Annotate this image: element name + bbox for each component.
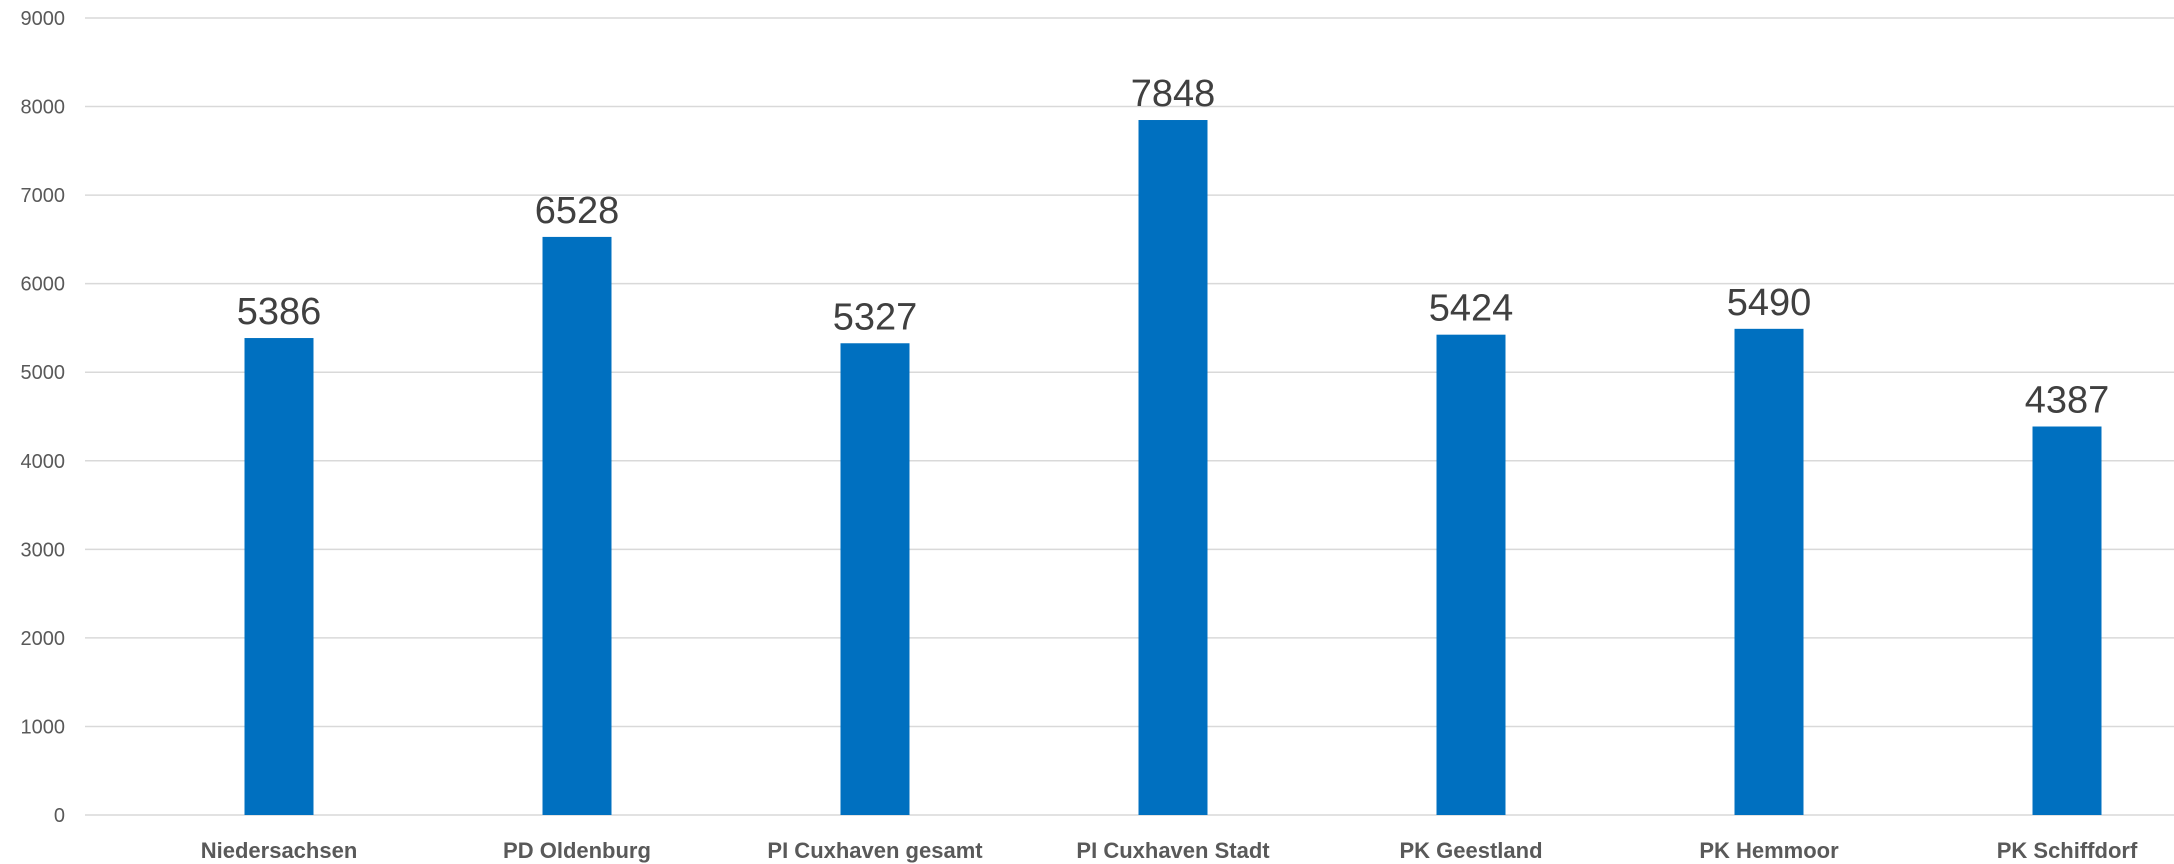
y-tick-label: 3000 <box>21 539 66 561</box>
x-tick-label: PI Cuxhaven Stadt <box>1076 838 1270 863</box>
y-tick-label: 2000 <box>21 628 66 650</box>
y-axis-tick-labels: 0 1000 2000 3000 4000 5000 6000 7000 8000 9000 <box>21 8 66 827</box>
y-tick-label: 8000 <box>21 97 66 119</box>
y-tick-label: 4000 <box>21 451 66 473</box>
bar-4 <box>1436 334 1506 815</box>
data-labels: 5386 6528 5327 7848 5424 5490 4387 <box>237 73 2110 421</box>
bar-0 <box>244 338 314 815</box>
y-tick-label: 6000 <box>21 274 66 296</box>
data-label: 6528 <box>535 190 620 232</box>
data-label: 5327 <box>833 296 918 338</box>
y-tick-label: 7000 <box>21 185 66 207</box>
x-tick-label: PK Geestland <box>1399 838 1542 863</box>
data-label: 7848 <box>1131 73 1216 115</box>
bar-2 <box>840 343 910 815</box>
data-label: 4387 <box>2025 380 2110 422</box>
x-tick-label: PD Oldenburg <box>503 838 651 863</box>
data-label: 5490 <box>1727 282 1812 324</box>
y-tick-label: 0 <box>54 805 65 827</box>
x-axis-tick-labels: Niedersachsen PD Oldenburg PI Cuxhaven ges… <box>201 838 2138 863</box>
y-tick-label: 9000 <box>21 8 66 30</box>
bar-1 <box>542 236 612 816</box>
bar-5 <box>1734 328 1804 815</box>
data-label: 5424 <box>1429 288 1514 330</box>
y-tick-label: 5000 <box>21 362 66 384</box>
x-tick-label: PI Cuxhaven gesamt <box>767 838 983 863</box>
x-tick-label: PK Schiffdorf <box>1997 838 2138 863</box>
gridlines <box>85 17 2174 816</box>
x-tick-label: PK Hemmoor <box>1699 838 1839 863</box>
bar-6 <box>2032 426 2102 815</box>
data-label: 5386 <box>237 291 322 333</box>
y-tick-label: 1000 <box>21 716 66 738</box>
bar-3 <box>1138 120 1208 816</box>
x-tick-label: Niedersachsen <box>201 838 358 863</box>
bars <box>244 120 2102 816</box>
